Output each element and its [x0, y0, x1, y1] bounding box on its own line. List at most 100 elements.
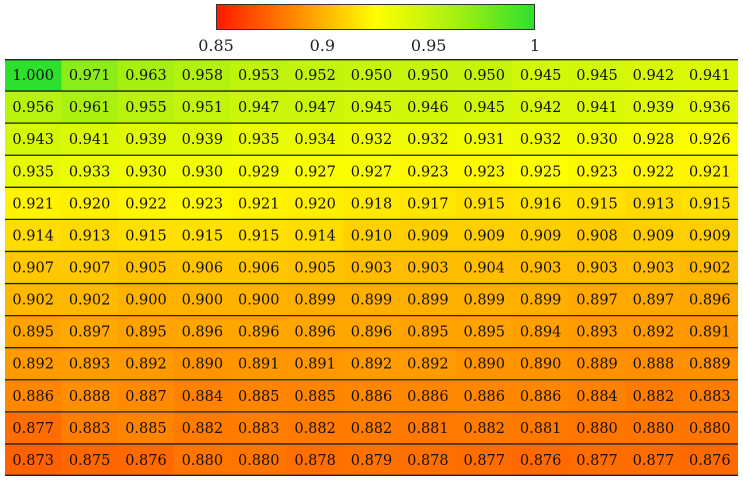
- heatmap-cell-label: 0.884: [182, 389, 224, 405]
- heatmap-cell-label: 0.928: [633, 132, 675, 148]
- colorbar-tick-label: 0.9: [309, 36, 336, 55]
- heatmap-cell: [117, 251, 175, 285]
- heatmap-cell-label: 0.887: [125, 389, 167, 405]
- heatmap-cell-label: 0.930: [576, 132, 618, 148]
- heatmap-cell: [5, 315, 62, 349]
- heatmap-cell: [117, 379, 175, 413]
- heatmap-cell-label: 0.927: [294, 164, 336, 180]
- heatmap-cell: [174, 379, 232, 413]
- heatmap-cell: [5, 187, 62, 220]
- heatmap-cell: [625, 283, 683, 317]
- heatmap-cell-label: 0.889: [689, 357, 731, 373]
- heatmap-cell-label: 0.882: [464, 421, 506, 437]
- heatmap-cell: [117, 59, 175, 92]
- heatmap-cell: [568, 59, 626, 92]
- heatmap-cell: [681, 219, 738, 253]
- heatmap-cell-label: 0.913: [69, 228, 111, 244]
- heatmap-cell: [399, 59, 457, 92]
- heatmap-cell-label: 0.909: [689, 228, 731, 244]
- heatmap-cell: [456, 315, 514, 349]
- heatmap-cell: [61, 187, 119, 220]
- heatmap-cell: [343, 251, 401, 285]
- heatmap-cell: [625, 219, 683, 253]
- heatmap-cell-label: 0.902: [12, 293, 54, 309]
- heatmap-cell: [625, 187, 683, 220]
- heatmap-cell: [399, 443, 457, 476]
- heatmap-cell-label: 0.951: [182, 100, 224, 116]
- heatmap-cell: [456, 283, 514, 317]
- heatmap-cell: [230, 379, 288, 413]
- heatmap-cell: [512, 91, 570, 124]
- heatmap-cell-label: 0.892: [633, 325, 675, 341]
- heatmap-cell: [399, 411, 457, 445]
- heatmap-cell: [117, 443, 175, 476]
- heatmap-cell-label: 0.925: [520, 164, 562, 180]
- heatmap-cell: [5, 411, 62, 445]
- heatmap-cell: [681, 283, 738, 317]
- heatmap-cell: [512, 155, 570, 188]
- heatmap-cell-label: 0.961: [69, 100, 111, 116]
- heatmap-cell-label: 0.939: [182, 132, 224, 148]
- heatmap-cell: [230, 283, 288, 317]
- heatmap-cell-label: 0.930: [182, 164, 224, 180]
- heatmap-cell-label: 0.905: [125, 261, 167, 277]
- heatmap-cell-label: 0.907: [69, 261, 111, 277]
- heatmap-cell-label: 0.875: [69, 453, 111, 469]
- heatmap-cell-label: 0.917: [407, 196, 449, 212]
- heatmap-cell-label: 0.896: [351, 325, 393, 341]
- heatmap-cell-label: 0.932: [520, 132, 562, 148]
- heatmap-cell-label: 0.913: [633, 196, 675, 212]
- heatmap-cell-label: 0.896: [689, 293, 731, 309]
- heatmap-cell-label: 0.886: [351, 389, 393, 405]
- heatmap-cell: [456, 411, 514, 445]
- heatmap-cell: [5, 379, 62, 413]
- heatmap-cell-label: 0.876: [520, 453, 562, 469]
- heatmap-cell: [117, 155, 175, 188]
- heatmap-cell: [61, 91, 119, 124]
- heatmap-cell-label: 0.876: [125, 453, 167, 469]
- heatmap-cell-label: 0.942: [633, 68, 675, 84]
- heatmap-cell-label: 0.882: [182, 421, 224, 437]
- heatmap-cell-label: 0.905: [294, 261, 336, 277]
- heatmap-cell-label: 0.892: [125, 357, 167, 373]
- heatmap-cell: [625, 251, 683, 285]
- heatmap-cell: [286, 251, 344, 285]
- heatmap-cell-label: 0.971: [69, 68, 111, 84]
- heatmap-cell: [681, 123, 738, 156]
- heatmap-cell-label: 0.886: [12, 389, 54, 405]
- heatmap-cell: [5, 123, 62, 156]
- heatmap-cell: [512, 219, 570, 253]
- heatmap-cell: [61, 251, 119, 285]
- heatmap-cell-label: 0.921: [12, 196, 54, 212]
- heatmap-cell-label: 0.921: [689, 164, 731, 180]
- heatmap-cell: [61, 347, 119, 381]
- heatmap-cell-label: 0.877: [12, 421, 54, 437]
- heatmap-cell: [61, 379, 119, 413]
- heatmap-cell-label: 0.899: [294, 293, 336, 309]
- heatmap-cell-label: 0.909: [633, 228, 675, 244]
- heatmap-cell: [512, 347, 570, 381]
- heatmap-cell-label: 0.915: [238, 228, 280, 244]
- heatmap-cell: [286, 91, 344, 124]
- heatmap-cell-label: 0.941: [576, 100, 618, 116]
- heatmap-cell: [286, 443, 344, 476]
- heatmap-cell-label: 0.952: [294, 68, 336, 84]
- heatmap-cell: [5, 443, 62, 476]
- heatmap-cell: [230, 251, 288, 285]
- heatmap-cell: [625, 91, 683, 124]
- heatmap-cell: [681, 379, 738, 413]
- heatmap-cell-label: 0.950: [407, 68, 449, 84]
- heatmap-cell-label: 0.945: [520, 68, 562, 84]
- heatmap-cell: [61, 59, 119, 92]
- heatmap-cell-label: 0.923: [464, 164, 506, 180]
- heatmap-cell-label: 0.892: [12, 357, 54, 373]
- heatmap-cell-label: 0.888: [69, 389, 111, 405]
- heatmap-cell: [681, 443, 738, 476]
- heatmap-cell: [512, 379, 570, 413]
- heatmap-cell: [117, 347, 175, 381]
- heatmap-cell-label: 0.883: [69, 421, 111, 437]
- heatmap-cell-label: 0.922: [125, 196, 167, 212]
- heatmap-cell-label: 0.897: [69, 325, 111, 341]
- heatmap-cell-label: 0.890: [520, 357, 562, 373]
- heatmap-cell: [681, 315, 738, 349]
